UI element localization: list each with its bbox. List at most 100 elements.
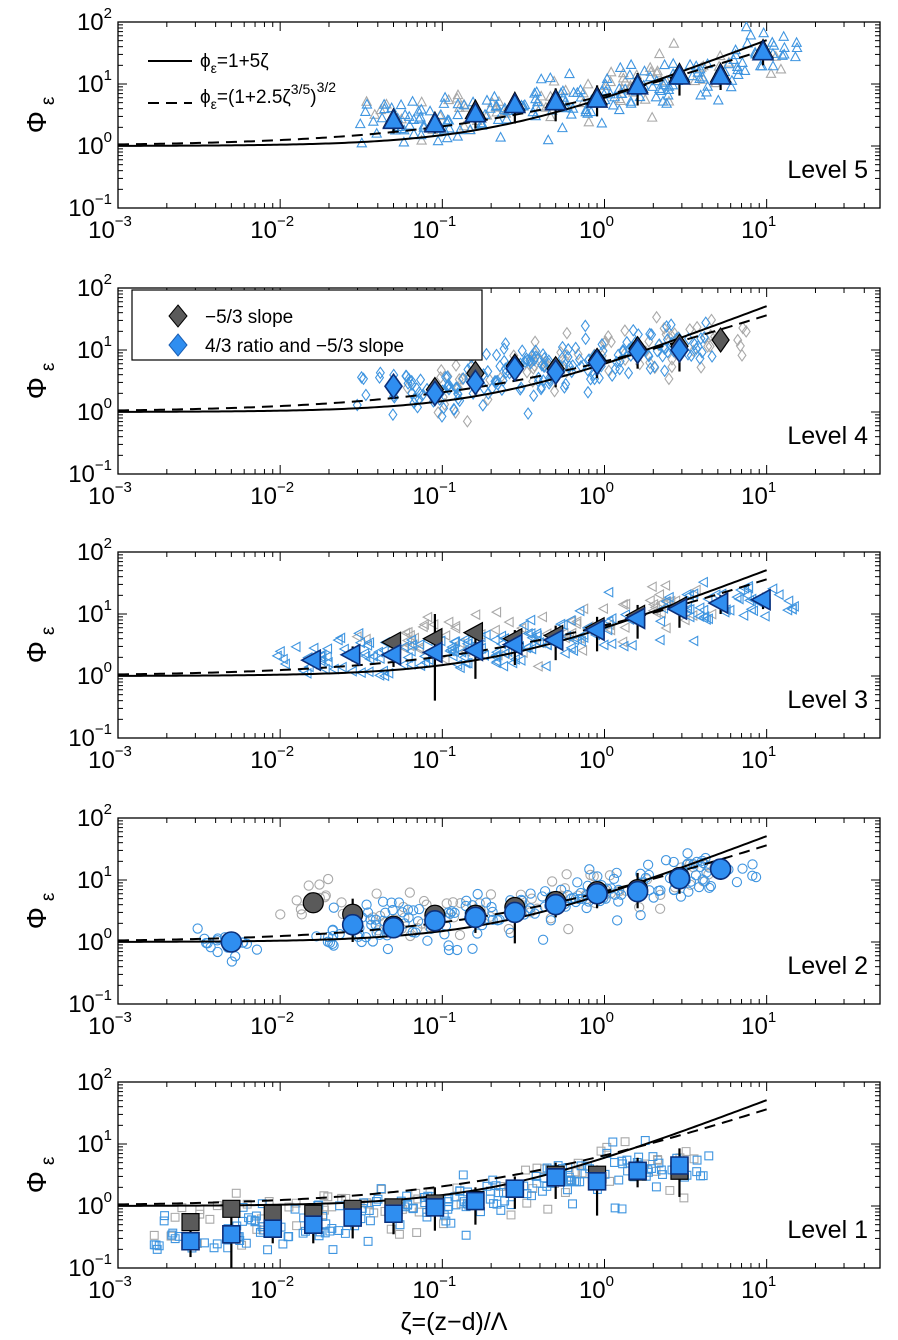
scatter-point (651, 1182, 661, 1192)
scatter-point (327, 1223, 337, 1233)
scatter-point (393, 897, 405, 908)
scatter-point (371, 888, 382, 899)
scatter-point (422, 611, 433, 623)
scatter-point (620, 324, 630, 338)
scatter-point (740, 22, 752, 32)
scatter-point (610, 1203, 620, 1213)
scatter-point (325, 1226, 335, 1236)
scatter-point (692, 1167, 702, 1177)
scatter-point (741, 324, 751, 338)
scatter-point (643, 348, 653, 362)
scatter-point (375, 103, 387, 115)
scatter-point (607, 99, 619, 110)
scatter-point (648, 1152, 658, 1162)
scatter-point (459, 634, 470, 646)
bin-marker-blue (544, 89, 568, 111)
scatter-point (404, 372, 414, 386)
scatter-point (489, 624, 500, 636)
theory-line-solid (118, 305, 768, 413)
scatter-point (710, 589, 721, 601)
scatter-point (575, 887, 586, 899)
scatter-point (387, 904, 398, 916)
scatter-point (610, 362, 621, 376)
scatter-point (613, 103, 625, 115)
scatter-point (776, 49, 788, 60)
scatter-point (438, 401, 449, 415)
scatter-point (418, 121, 430, 132)
scatter-point (606, 638, 617, 650)
scatter-point (655, 84, 667, 95)
scatter-point (518, 619, 529, 631)
bin-marker-gray (462, 621, 484, 644)
x-tick-label: 10−1 (412, 1273, 456, 1304)
scatter-point (404, 119, 416, 130)
x-tick-label: 10−3 (88, 213, 132, 244)
bin-marker-blue (425, 379, 445, 407)
scatter-point (690, 584, 701, 596)
scatter-point (614, 1175, 624, 1185)
scatter-point (649, 360, 660, 374)
scatter-point (646, 1164, 656, 1174)
scatter-point (360, 633, 371, 645)
panel-label: Level 1 (787, 1216, 868, 1244)
scatter-point (565, 108, 577, 119)
scatter-point (682, 848, 693, 859)
scatter-point (521, 352, 532, 366)
scatter-point (703, 339, 713, 353)
scatter-point (374, 653, 385, 665)
scatter-point (789, 50, 801, 62)
scatter-point (367, 115, 379, 126)
scatter-point (741, 589, 752, 601)
scatter-point (499, 354, 509, 368)
y-axis-label: Φε (21, 1156, 59, 1193)
scatter-point (583, 116, 595, 127)
scatter-point (159, 1216, 169, 1226)
scatter-point (649, 601, 660, 613)
scatter-point (686, 70, 699, 81)
x-tick-label: 10−2 (250, 213, 294, 244)
scatter-point (151, 1240, 161, 1250)
panel-label: Level 5 (787, 156, 868, 184)
scatter-point (405, 658, 416, 670)
bin-marker-gray (181, 1213, 200, 1232)
scatter-point (441, 370, 451, 384)
scatter-point (452, 130, 464, 141)
scatter-point (683, 886, 694, 897)
scatter-point (665, 1186, 675, 1195)
scatter-point (361, 388, 371, 402)
scatter-point (398, 641, 409, 653)
scatter-point (660, 74, 672, 86)
scatter-point (308, 642, 319, 654)
scatter-point (394, 1229, 404, 1239)
scatter-point (478, 398, 488, 412)
bin-marker-blue (670, 1156, 689, 1175)
ticks (117, 818, 881, 1005)
scatter-point (419, 656, 431, 668)
bin-marker-blue (666, 597, 688, 621)
scatter-point (441, 1216, 451, 1226)
scatter-point (403, 1199, 413, 1209)
bin-marker-blue (464, 906, 487, 929)
scatter-point (541, 639, 552, 651)
bin-marker-blue (466, 1191, 485, 1211)
bin-marker-blue (669, 336, 689, 364)
scatter-point (736, 56, 748, 67)
scatter-point (398, 124, 410, 135)
scatter-point (667, 57, 679, 68)
scatter-point (443, 944, 455, 956)
scatter-point (407, 378, 417, 392)
panel-level-1: 10−3 10−2 10−1 100 101 102 101 100 10−1 Φε Level 1 (21, 1065, 881, 1304)
scatter-point (328, 940, 339, 951)
scatter-point (656, 1165, 666, 1175)
scatter-point (700, 86, 713, 97)
scatter-point (791, 41, 803, 53)
bin-marker-blue (384, 1204, 403, 1224)
bin-markers-blue (181, 1156, 689, 1251)
scatter-point (660, 364, 670, 378)
bin-marker-gray (711, 326, 730, 354)
scatter-point (452, 108, 464, 120)
scatter-point (574, 605, 585, 617)
scatter-point (783, 595, 794, 607)
scatter-point (433, 406, 443, 419)
plot-content (118, 305, 768, 428)
